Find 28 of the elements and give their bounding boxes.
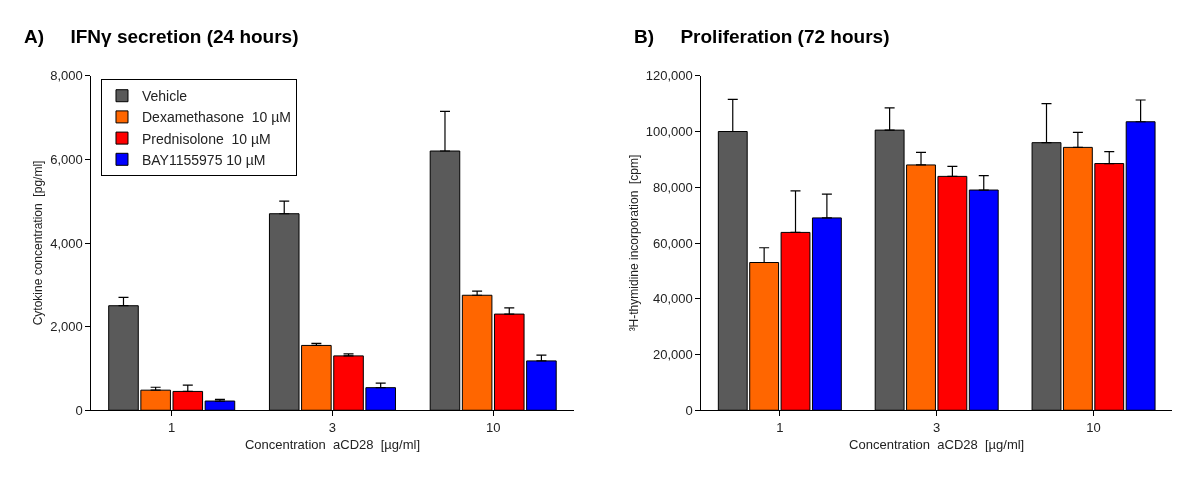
chart-title: A) IFNγ secretion (24 hours)	[24, 26, 299, 47]
y-tick-label: 20,000	[653, 347, 693, 363]
x-tick-label: 1	[168, 419, 176, 435]
y-tick-label: 2,000	[50, 319, 83, 335]
y-tick-label: 0	[685, 402, 693, 418]
x-axis-title: Concentration aCD28 [µg/ml]	[244, 437, 421, 453]
chart-title: B) Proliferation (72 hours)	[634, 26, 890, 47]
legend-label: Prednisolone 10 µM	[141, 130, 271, 147]
y-tick-label: 0	[75, 402, 83, 418]
legend-label: BAY1155975 10 µM	[141, 151, 266, 168]
x-tick-label: 10	[485, 419, 501, 435]
x-axis-title: Concentration aCD28 [µg/ml]	[849, 437, 1025, 453]
y-axis-title: Cytokine concentration [pg/ml]	[31, 160, 46, 326]
y-tick-label: 8,000	[50, 68, 83, 84]
x-tick-label: 10	[1086, 419, 1101, 435]
y-tick-label: 100,000	[645, 124, 693, 140]
y-tick-label: 120,000	[645, 68, 693, 84]
x-tick-label: 1	[776, 419, 784, 435]
x-tick-label: 3	[328, 419, 337, 435]
y-tick-label: 60,000	[653, 235, 693, 251]
y-axis-title: ³H-thymidine incorporation [cpm]	[627, 154, 642, 332]
x-tick-label: 3	[933, 419, 941, 435]
y-tick-label: 6,000	[50, 151, 83, 167]
legend-label: Dexamethasone 10 µM	[141, 109, 291, 126]
y-tick-label: 40,000	[653, 291, 693, 307]
y-tick-label: 80,000	[653, 179, 693, 195]
legend-label: Vehicle	[141, 88, 188, 105]
y-tick-label: 4,000	[50, 235, 83, 251]
